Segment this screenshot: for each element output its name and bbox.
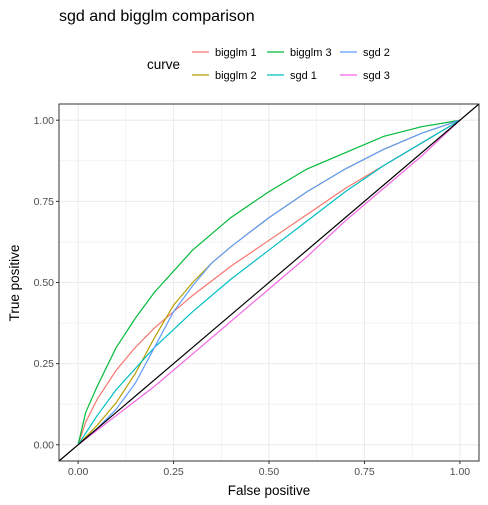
legend: curve bigglm 1 bigglm 2 bigglm 3 sgd 1 sgd 2… (147, 47, 390, 82)
x-tick-label: 0.75 (354, 466, 375, 478)
x-tick-label: 1.00 (450, 466, 471, 478)
legend-label: bigglm 1 (215, 47, 257, 59)
legend-title: curve (147, 57, 180, 72)
grid (59, 104, 479, 461)
series-layer (58, 103, 480, 462)
y-tick-label: 0.25 (34, 358, 55, 370)
legend-label: bigglm 3 (290, 47, 332, 59)
legend-label: sgd 1 (290, 70, 317, 82)
y-tick-label: 1.00 (34, 115, 55, 127)
legend-label: bigglm 2 (215, 70, 257, 82)
x-tick-label: 0.00 (68, 466, 89, 478)
series-line-sgd-1 (77, 119, 461, 446)
axis-ticks: 0.00 0.25 0.50 0.75 1.00 0.00 0.25 0.50 0.75 1.00 (34, 115, 471, 478)
y-tick-label: 0.50 (34, 277, 55, 289)
series-line-sgd-2 (77, 119, 461, 446)
reference-diagonal-line (58, 103, 480, 462)
x-axis-title: False positive (228, 483, 311, 498)
x-tick-label: 0.25 (163, 466, 184, 478)
chart-title: sgd and bigglm comparison (59, 8, 255, 25)
series-line-sgd-3 (77, 119, 461, 446)
legend-label: sgd 2 (363, 47, 390, 59)
legend-label: sgd 3 (363, 70, 390, 82)
y-tick-label: 0.75 (34, 196, 55, 208)
series-line-bigglm-3 (77, 119, 461, 446)
x-tick-label: 0.50 (259, 466, 280, 478)
y-tick-label: 0.00 (34, 439, 55, 451)
y-axis-title: True positive (7, 245, 22, 322)
